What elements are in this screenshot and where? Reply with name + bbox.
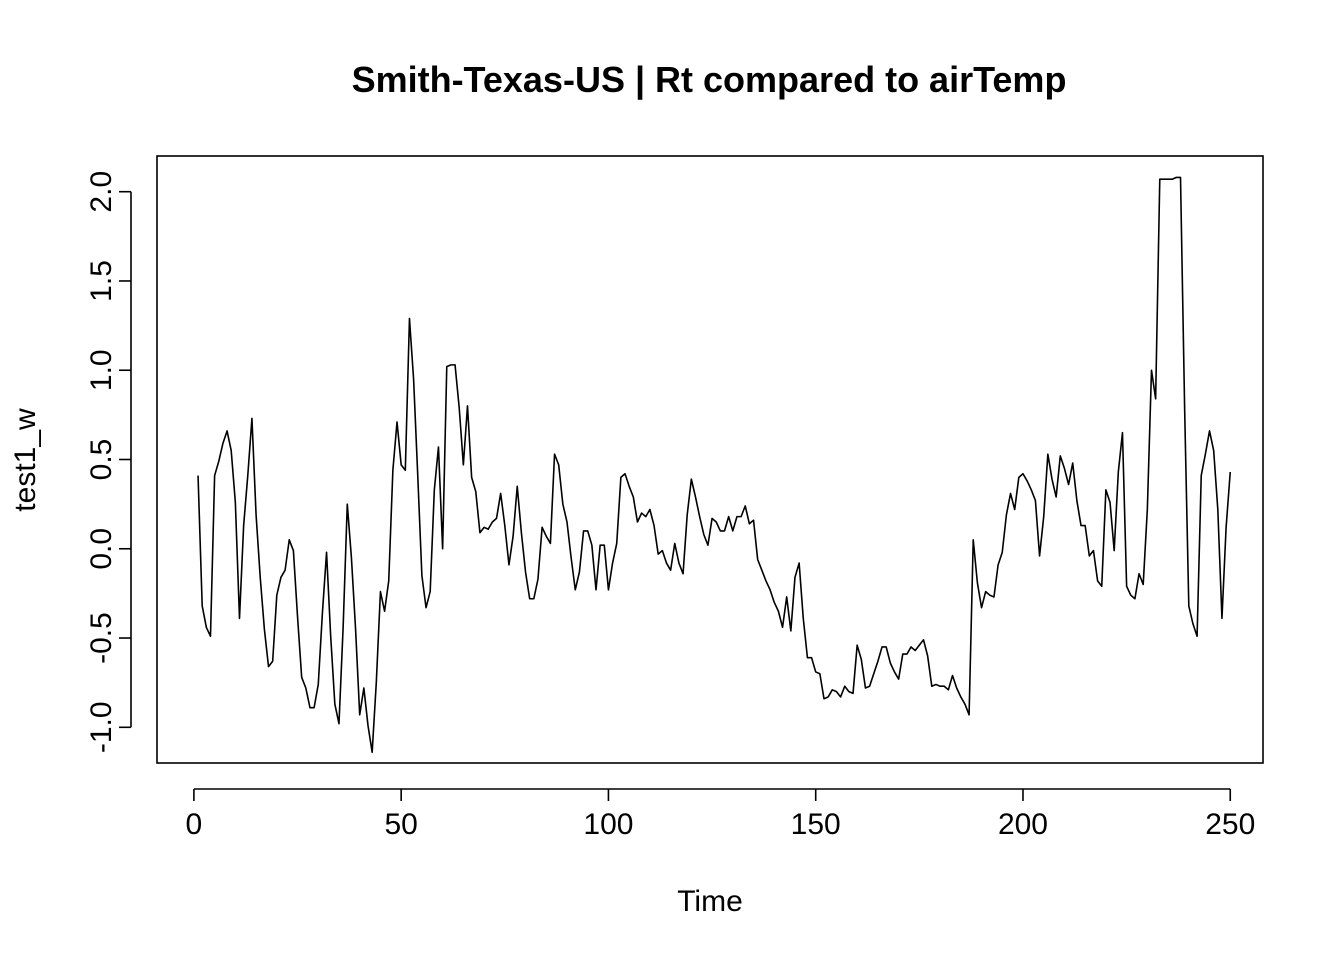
series-line [197,176,1232,754]
x-axis-label: Time [677,885,743,918]
y-tick-label: 2.0 [85,171,118,213]
y-axis: -1.0 -0.5 0.0 0.5 1.0 1.5 2.0 [85,171,132,753]
y-tick-label: -1.0 [85,701,118,753]
y-tick-label: 0.0 [85,528,118,570]
x-tick-label: 100 [583,808,633,841]
x-tick-label: 150 [791,808,841,841]
y-tick-label: 0.5 [85,439,118,481]
plot-area-frame [156,155,1264,764]
x-axis: 0 50 100 150 200 250 [186,788,1255,841]
y-tick-label: 1.5 [85,260,118,302]
x-tick-label: 250 [1205,808,1255,841]
x-tick-label: 200 [998,808,1048,841]
y-tick-label: -0.5 [85,612,118,664]
y-axis-label: test1_w [9,408,42,512]
chart-title: Smith-Texas-US | Rt compared to airTemp [352,59,1067,101]
x-tick-label: 0 [186,808,203,841]
y-tick-label: 1.0 [85,349,118,391]
x-tick-label: 50 [384,808,417,841]
